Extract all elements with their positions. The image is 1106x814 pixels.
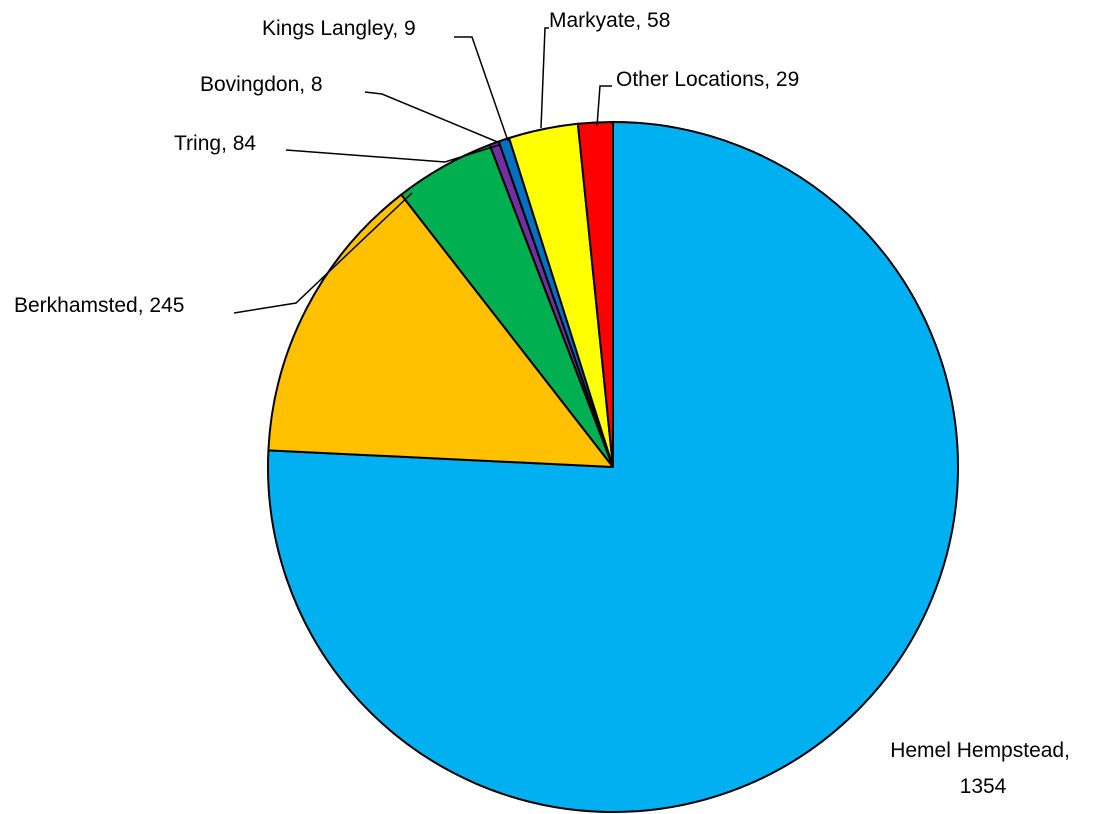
pie-slices	[267, 121, 959, 813]
data-label-hemel-hempstead: Hemel Hempstead, 1354	[890, 739, 1076, 798]
data-label-markyate: Markyate, 58	[549, 9, 670, 32]
pie-slice-other-locations	[576, 121, 614, 468]
leader-line-markyate	[540, 27, 549, 129]
leader-line-bovingdon	[364, 91, 501, 144]
data-label-other-locations: Other Locations, 29	[616, 68, 799, 91]
data-label-tring: Tring, 84	[174, 132, 256, 155]
data-label-kings-langley: Kings Langley, 9	[262, 17, 416, 40]
leader-line-berkhamsted	[233, 192, 413, 314]
data-labels: Hemel Hempstead, 1354 Berkhamsted, 245 T…	[14, 9, 1076, 798]
leader-line-kings-langley	[454, 36, 509, 142]
data-label-bovingdon: Bovingdon, 8	[200, 73, 323, 96]
leader-line-other-locations	[596, 85, 612, 127]
leader-line-tring	[285, 144, 500, 163]
pie-slice-hemel-hempstead	[267, 121, 959, 813]
data-label-berkhamsted: Berkhamsted, 245	[14, 294, 184, 317]
pie-slice-berkhamsted	[267, 193, 614, 468]
leader-lines	[233, 27, 612, 314]
